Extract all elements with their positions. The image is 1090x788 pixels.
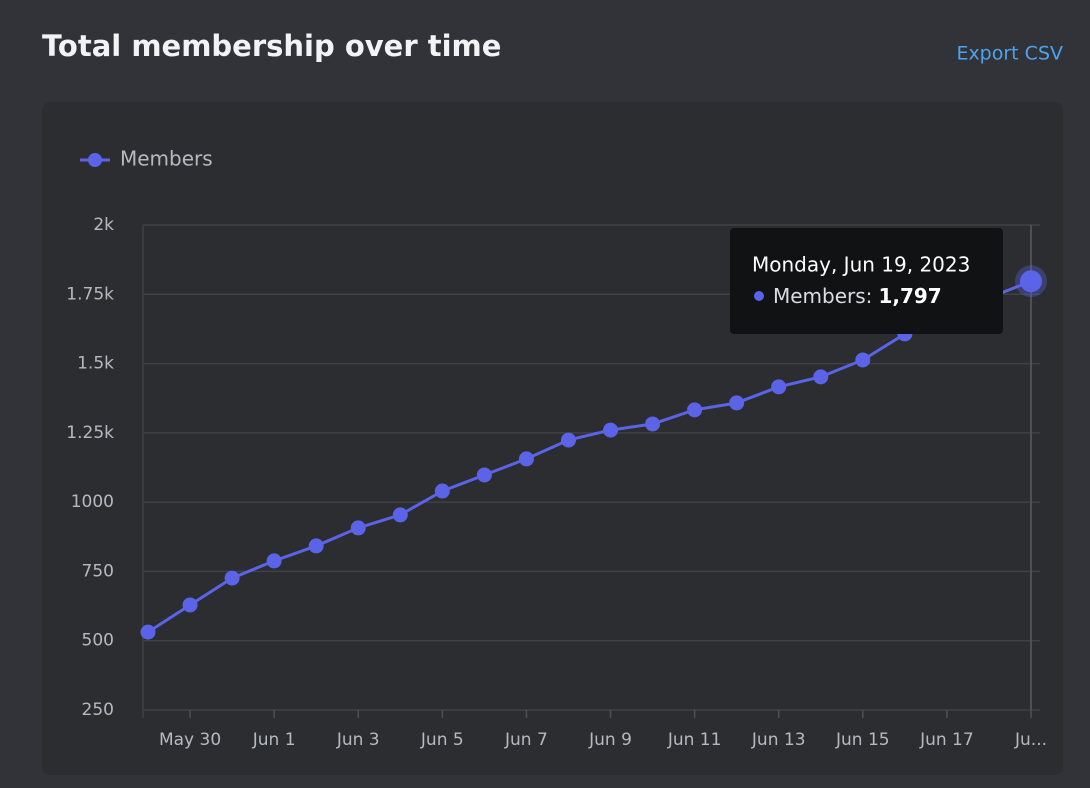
tooltip — [730, 228, 1003, 334]
legend-label: Members — [120, 147, 213, 171]
x-tick-label: Jun 5 — [420, 730, 464, 750]
point — [1020, 270, 1042, 293]
chart-card — [42, 102, 1063, 775]
point — [308, 538, 324, 554]
point — [182, 597, 198, 613]
point — [855, 352, 871, 368]
point — [645, 416, 661, 432]
page-title: Total membership over time — [42, 29, 501, 63]
point — [392, 507, 408, 523]
y-tick-label: 500 — [82, 631, 114, 651]
point — [224, 570, 240, 586]
y-tick-label: 1.5k — [77, 354, 114, 374]
x-tick-label: Jun 15 — [835, 730, 890, 750]
x-tick-label: Jun 13 — [751, 730, 806, 750]
tooltip-row: Members: 1,797 — [773, 284, 942, 308]
tooltip-label: Members: — [773, 284, 872, 308]
y-tick-label: 250 — [82, 700, 114, 720]
point — [603, 422, 619, 438]
x-tick-label: Jun 9 — [588, 730, 632, 750]
legend-dot — [88, 153, 102, 167]
x-tick-label: Jun 7 — [504, 730, 548, 750]
x-tick-label: Jun 17 — [919, 730, 974, 750]
y-tick-label: 1000 — [71, 492, 114, 512]
point — [729, 395, 745, 411]
x-tick-label: Jun 1 — [252, 730, 296, 750]
y-tick-label: 750 — [82, 561, 114, 581]
x-tick-label: May 30 — [159, 730, 221, 750]
tooltip-value: 1,797 — [878, 284, 941, 308]
point — [350, 520, 366, 536]
series-line — [147, 279, 1032, 634]
y-tick-label: 1.25k — [66, 423, 114, 443]
point — [476, 467, 492, 483]
point — [266, 553, 282, 569]
point — [771, 379, 787, 395]
point — [140, 624, 156, 640]
x-tick-label: Jun 11 — [667, 730, 722, 750]
point — [434, 483, 450, 499]
y-tick-label: 1.75k — [66, 284, 114, 304]
x-tick-label: Ju... — [1014, 730, 1047, 750]
point — [687, 402, 703, 418]
x-tick-label: Jun 3 — [336, 730, 380, 750]
export-csv[interactable]: Export CSV — [956, 43, 1063, 65]
tooltip-dot — [754, 291, 764, 301]
tooltip-title: Monday, Jun 19, 2023 — [752, 253, 970, 277]
point — [813, 369, 829, 385]
y-tick-label: 2k — [93, 215, 114, 235]
point — [518, 451, 534, 467]
point — [560, 432, 576, 448]
